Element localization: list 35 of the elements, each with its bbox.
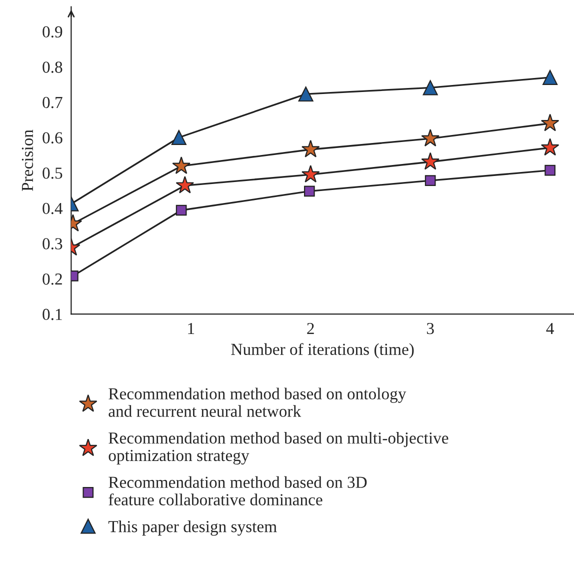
point: [172, 156, 190, 174]
point: [301, 140, 320, 158]
point: [542, 70, 558, 85]
point: [171, 130, 186, 145]
point: [422, 80, 438, 96]
point: [421, 152, 440, 170]
point: [540, 114, 560, 132]
y-tick-label: 0.1: [42, 308, 62, 320]
y-tick-label: 0.5: [42, 168, 62, 179]
point: [176, 176, 194, 194]
y-tick-label: 0.9: [42, 26, 62, 38]
y-tick-label: 0.3: [42, 238, 62, 250]
x-tick-label: 3: [426, 322, 434, 334]
point: [544, 164, 556, 176]
y-tick-label: 0.8: [42, 62, 62, 73]
y-tick-label: 0.6: [42, 132, 62, 144]
point: [298, 86, 314, 102]
x-tick-label: 1: [188, 322, 194, 334]
x-tick-label: 4: [546, 323, 554, 334]
x-axis-title: Number of iterations (time): [231, 343, 414, 358]
point: [176, 204, 187, 216]
legend-label: Recommendation method based on 3D feature collaborative dominance: [108, 476, 367, 506]
x-tick-label: 2: [307, 322, 314, 334]
point: [421, 128, 440, 146]
legend-label: This paper design system: [108, 520, 277, 536]
point: [540, 138, 560, 156]
legend-label: Recommendation method based on ontology and recurrent neural network: [108, 388, 406, 417]
point: [304, 186, 315, 197]
y-axis-title: Precision: [22, 130, 34, 191]
legend-label: Recommendation method based on multi-objective optimization strategy: [108, 432, 448, 465]
y-tick-label: 0.2: [42, 273, 62, 285]
y-tick-label: 0.4: [42, 202, 63, 214]
point: [424, 175, 436, 186]
y-tick-label: 0.7: [42, 96, 62, 108]
point: [301, 165, 320, 182]
